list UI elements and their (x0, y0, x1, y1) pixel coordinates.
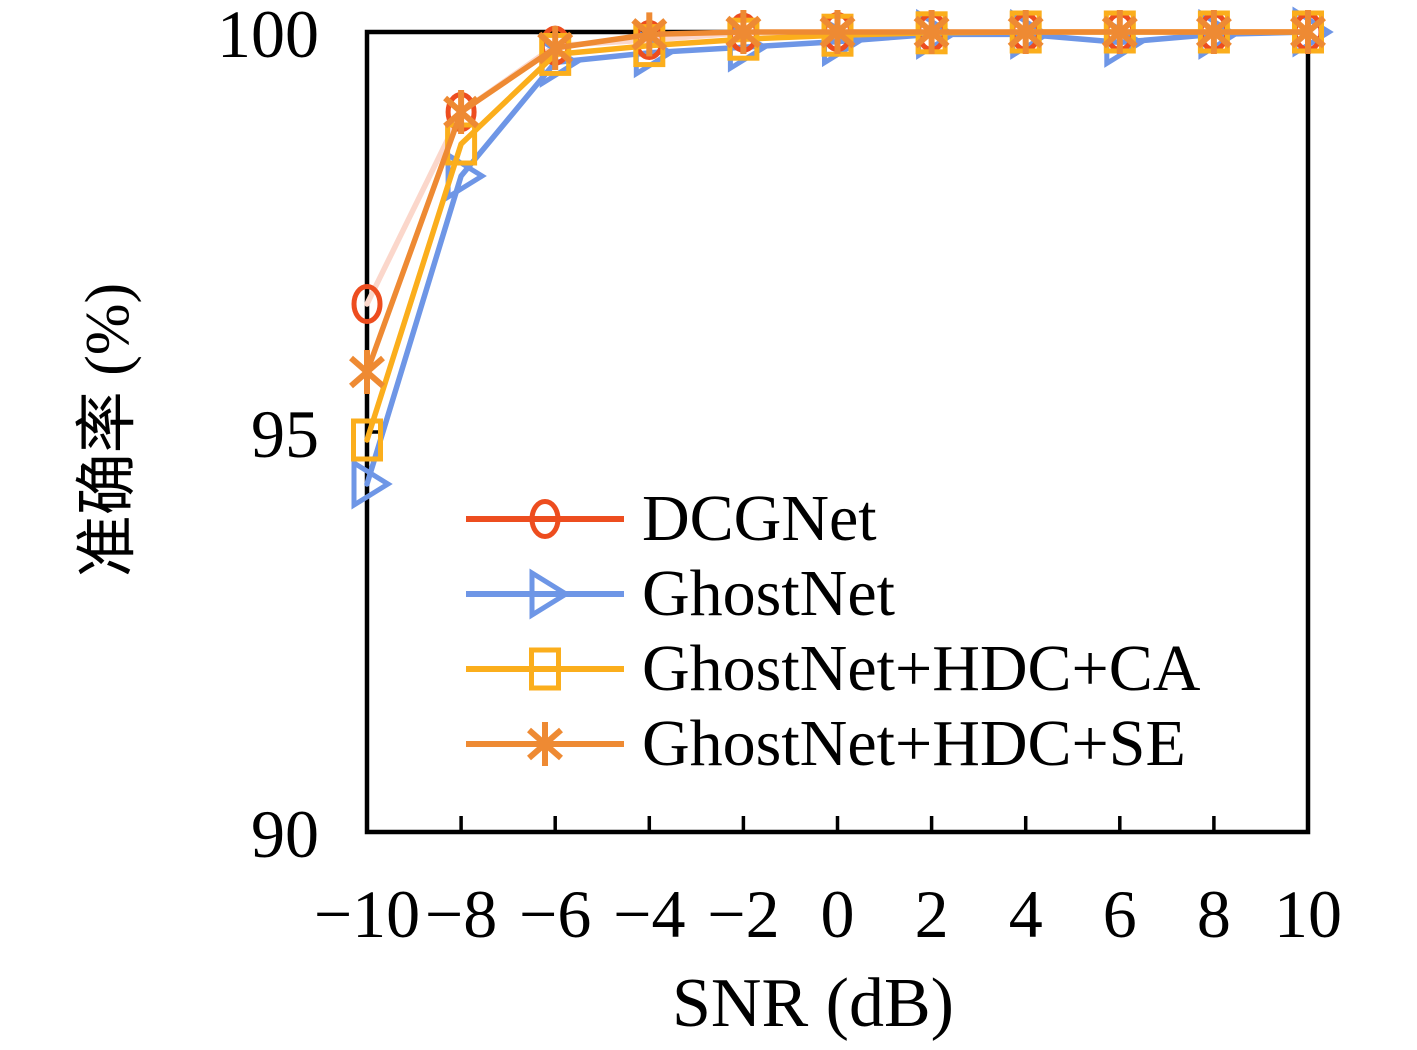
x-tick-label: −2 (707, 876, 779, 952)
asterisk-marker (443, 95, 480, 129)
x-tick-label: 0 (821, 876, 855, 952)
x-tick-label: −4 (613, 876, 685, 952)
legend-sample-ghostnet-hdc-ca (466, 647, 624, 690)
asterisk-marker (1290, 15, 1326, 49)
x-tick-label: −8 (425, 876, 497, 952)
asterisk-marker (819, 15, 856, 49)
circle-marker (351, 284, 383, 324)
x-tick-label: 8 (1197, 876, 1231, 952)
asterisk-marker (1007, 15, 1044, 49)
asterisk-marker (1101, 15, 1138, 49)
y-tick-label: 95 (251, 396, 319, 472)
asterisk-marker (631, 18, 668, 51)
asterisk-marker (349, 355, 385, 389)
legend-item-dcgnet: DCGNet (460, 481, 1200, 556)
series-markers-DCGNet (351, 12, 1324, 324)
series-markers-GhostNet+HDC+CA (351, 10, 1324, 462)
legend: DCGNet GhostNet GhostNet+HDC+CA GhostNet… (460, 481, 1200, 781)
x-tick-label: 4 (1009, 876, 1043, 952)
legend-item-ghostnet: GhostNet (460, 556, 1200, 631)
circle-marker (529, 498, 561, 539)
x-tick-label: 6 (1103, 876, 1137, 952)
triangle-right-marker (351, 458, 393, 510)
series-line-GhostNet+HDC+CA (364, 29, 1311, 443)
legend-label-ghostnet: GhostNet (642, 557, 895, 630)
triangle-right-marker (529, 568, 571, 619)
x-tick-label: −10 (314, 876, 420, 952)
asterisk-marker (1195, 15, 1232, 49)
series-line-DCGNet (364, 29, 1311, 307)
asterisk-marker (725, 15, 762, 49)
square-marker (351, 418, 383, 462)
legend-item-ghostnet-hdc-ca: GhostNet+HDC+CA (460, 631, 1200, 706)
legend-label-ghostnet-hdc-se: GhostNet+HDC+SE (642, 707, 1186, 780)
legend-sample-ghostnet-hdc-se (466, 721, 624, 766)
y-tick-label: 90 (251, 796, 319, 872)
asterisk-marker (913, 15, 950, 49)
legend-sample-ghostnet (466, 568, 624, 619)
series-markers-GhostNet+HDC+SE (349, 10, 1326, 394)
series-line-GhostNet+HDC+SE (364, 29, 1311, 375)
asterisk-marker (537, 31, 574, 65)
x-tick-label: −6 (519, 876, 591, 952)
legend-item-ghostnet-hdc-se: GhostNet+HDC+SE (460, 706, 1200, 781)
legend-sample-dcgnet (466, 498, 624, 539)
square-marker (529, 647, 561, 690)
x-axis-title: SNR (dB) (672, 965, 954, 1042)
y-tick-label: 100 (217, 0, 319, 72)
legend-label-dcgnet: DCGNet (642, 482, 877, 555)
y-axis-title: 准确率 (%) (74, 282, 142, 578)
legend-label-ghostnet-hdc-ca: GhostNet+HDC+CA (642, 632, 1201, 705)
asterisk-marker (527, 727, 563, 760)
x-tick-label: 10 (1274, 876, 1342, 952)
x-tick-label: 2 (915, 876, 949, 952)
